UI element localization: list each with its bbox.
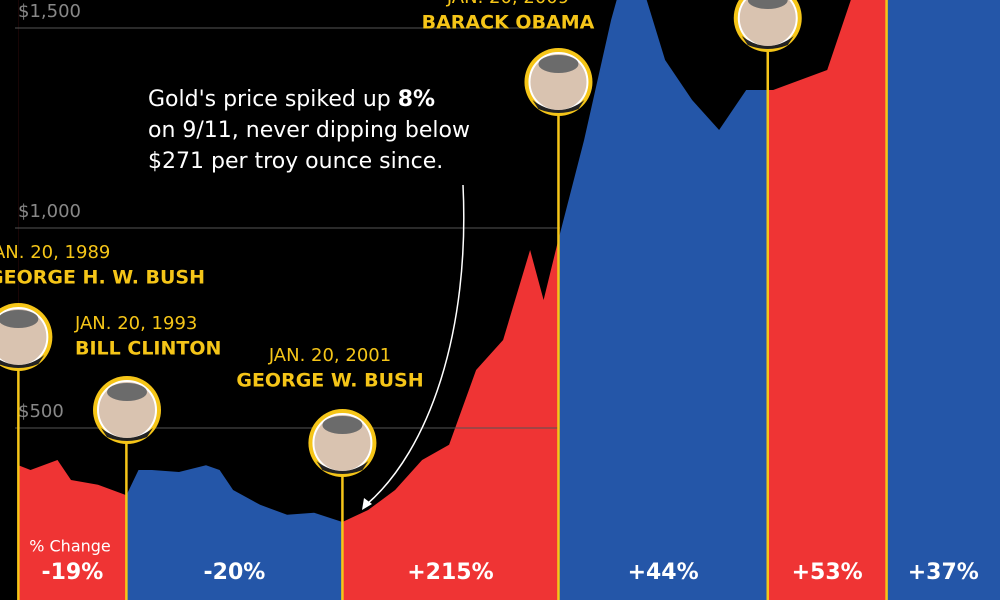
change-label: -19%: [41, 560, 103, 585]
portrait-hair: [107, 383, 147, 401]
term-name: GEORGE H. W. BUSH: [0, 267, 205, 289]
change-label: -20%: [204, 560, 266, 585]
portrait-hair: [747, 0, 788, 9]
term-name: GEORGE W. BUSH: [236, 370, 423, 392]
change-label: +215%: [407, 560, 493, 585]
y-tick-label: $500: [18, 401, 64, 422]
annotation-arrow: [365, 184, 465, 506]
annotation: Gold's price spiked up 8%: [148, 87, 435, 112]
term-date: JAN. 20, 1989: [0, 242, 110, 263]
annotation-text: Gold's price spiked up: [148, 87, 398, 112]
y-tick-label: $1,500: [18, 1, 81, 22]
portrait-suit: [0, 355, 45, 368]
term-name: BARACK OBAMA: [422, 12, 595, 34]
term-date: JAN. 20, 2009: [446, 0, 569, 8]
change-caption: % Change: [29, 537, 111, 556]
term-band: [767, 0, 887, 600]
term-band: [886, 0, 1000, 600]
portrait-hair: [538, 55, 579, 73]
y-tick-label: $1,000: [18, 201, 81, 222]
arrow-head: [362, 498, 372, 510]
term-date: JAN. 20, 1993: [74, 313, 197, 334]
change-label: +44%: [628, 560, 699, 585]
portrait-hair: [0, 310, 39, 328]
term-date: JAN. 20, 2001: [268, 345, 391, 366]
change-label: +37%: [908, 560, 979, 585]
annotation: $271 per troy ounce since.: [148, 149, 443, 174]
annotation: on 9/11, never dipping below: [148, 118, 470, 143]
portrait-suit: [316, 461, 369, 474]
annotation-bold: 8%: [398, 87, 435, 112]
portrait-hair: [322, 416, 363, 434]
portrait-suit: [101, 428, 153, 441]
change-label: +53%: [792, 560, 863, 585]
term-name: BILL CLINTON: [75, 338, 221, 360]
price-area: [18, 0, 990, 522]
portrait-suit: [741, 36, 794, 49]
portrait-suit: [532, 100, 585, 113]
